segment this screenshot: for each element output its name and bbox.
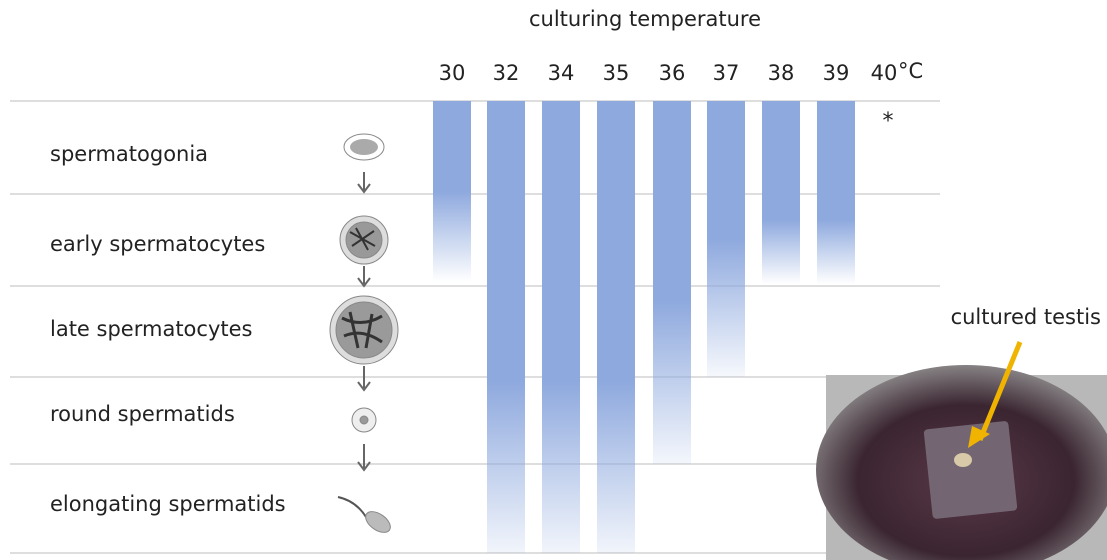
stage-label: round spermatids (50, 402, 235, 426)
photo-label: cultured testis (951, 305, 1101, 329)
temperature-label: 35 (603, 61, 630, 85)
temperature-label: 39 (823, 61, 850, 85)
unit-label: °C (898, 59, 923, 83)
title: culturing temperature (529, 7, 761, 31)
temperature-label: 37 (713, 61, 740, 85)
temperature-label: 36 (659, 61, 686, 85)
stage-label: early spermatocytes (50, 232, 265, 256)
temperature-label: 34 (548, 61, 575, 85)
note-mark: * (883, 109, 894, 134)
temperature-label: 30 (439, 61, 466, 85)
stage-label: spermatogonia (50, 142, 208, 166)
temperature-label: 38 (768, 61, 795, 85)
temperature-label: 32 (493, 61, 520, 85)
temperature-label: 40 (871, 61, 898, 85)
stage-label: elongating spermatids (50, 492, 286, 516)
bars (433, 101, 855, 553)
photo (816, 342, 1107, 560)
stage-label: late spermatocytes (50, 317, 252, 341)
diagram: culturing temperature (0, 0, 1107, 560)
